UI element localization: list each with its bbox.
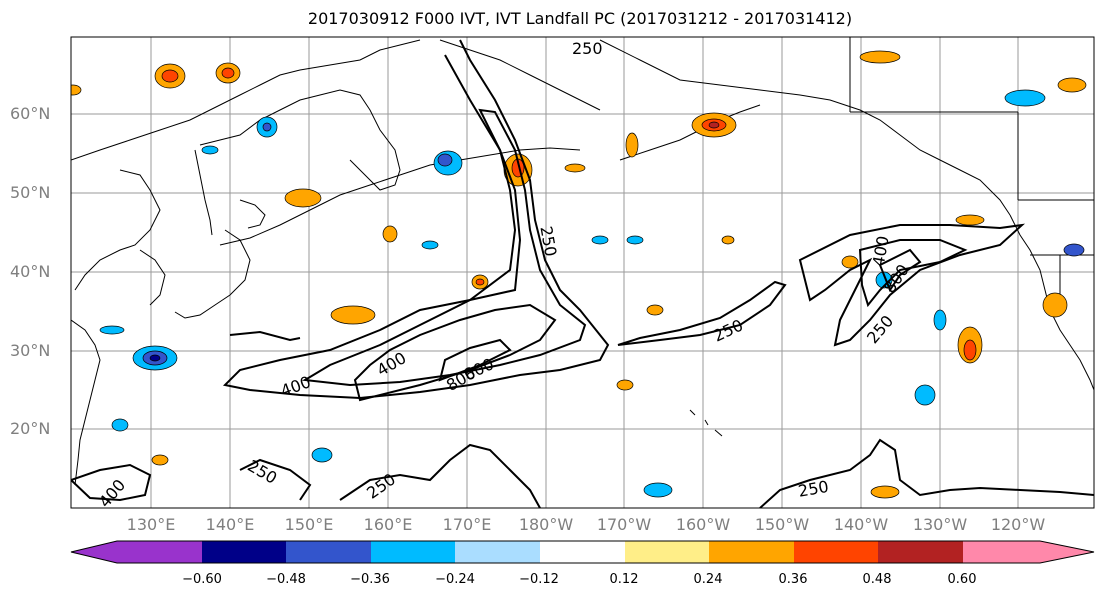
colorbar-tick: −0.60 [182,572,222,587]
graticule [71,37,1094,508]
lat-label-60n: 60°N [10,104,51,123]
colorbar-tick: 0.48 [862,572,892,587]
colorbar-segment [625,541,709,563]
lon-label: 150°E [284,515,334,534]
colorbar-segment [540,541,625,563]
colorbar-tick: −0.24 [435,572,475,587]
coastlines [71,39,1094,486]
political-boundaries [849,37,1094,300]
lat-label-40n: 40°N [10,262,51,281]
colorbar-tick: 0.36 [778,572,808,587]
lon-label: 170°E [442,515,492,534]
ivt-contours [71,39,1094,508]
colorbar-segment [794,541,878,563]
lon-label: 120°W [990,515,1046,534]
colorbar-segment [71,541,202,563]
colorbar [71,541,1094,563]
colorbar-tick: 0.24 [693,572,723,587]
lat-label-20n: 20°N [10,419,51,438]
colorbar-segment [963,541,1094,563]
colorbar-segment [455,541,540,563]
pc-shading [71,50,1087,499]
colorbar-tick: −0.12 [519,572,559,587]
lat-label-30n: 30°N [10,341,51,360]
colorbar-tick: 0.12 [609,572,639,587]
colorbar-tick: 0.60 [947,572,977,587]
lon-label: 180°W [518,515,574,534]
colorbar-segment [709,541,794,563]
lon-label: 140°E [205,515,255,534]
map-title: 2017030912 F000 IVT, IVT Landfall PC (20… [307,9,853,28]
lon-label: 130°W [912,515,968,534]
colorbar-tick: −0.48 [266,572,306,587]
colorbar-segment [878,541,963,563]
lon-label: 140°W [833,515,889,534]
lon-label: 130°E [126,515,176,534]
lon-label: 160°W [675,515,731,534]
colorbar-outline [70,540,1095,564]
colorbar-segment [202,541,286,563]
colorbar-tick: −0.36 [350,572,390,587]
colorbar-segment [286,541,371,563]
lon-label: 150°W [754,515,810,534]
lon-label: 170°W [596,515,652,534]
colorbar-segment [371,541,455,563]
contour-label: 250 [572,39,603,58]
lat-label-50n: 50°N [10,183,51,202]
lon-label: 160°E [363,515,413,534]
